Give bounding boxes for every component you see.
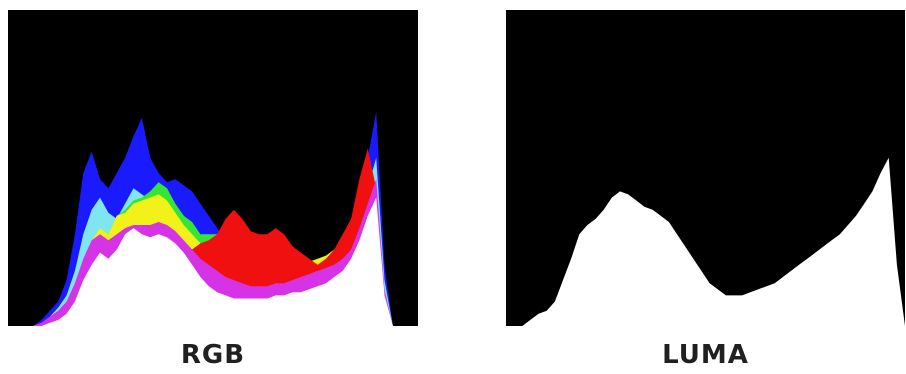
rgb-histogram-graph: [8, 111, 418, 326]
luma-histogram-panel: [506, 10, 905, 326]
rgb-caption: RGB: [180, 340, 246, 370]
luma-area: [506, 157, 905, 326]
luma-histogram-graph: [506, 157, 905, 326]
luma-caption: LUMA: [662, 340, 749, 370]
rgb-histogram-panel: [8, 10, 418, 326]
white-channel-area: [8, 197, 418, 326]
